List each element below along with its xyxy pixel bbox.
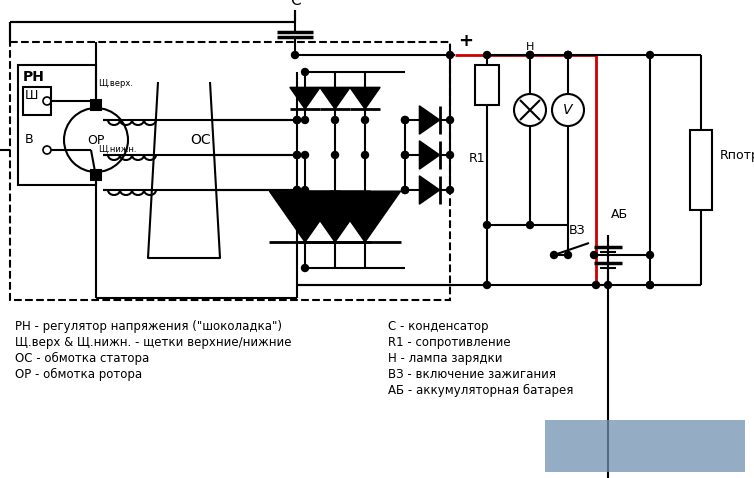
- Circle shape: [446, 117, 453, 123]
- Bar: [91, 170, 101, 180]
- Text: ВЗ: ВЗ: [569, 224, 586, 237]
- Text: Rпотребители: Rпотребители: [720, 149, 754, 162]
- Text: Щ.верх.: Щ.верх.: [98, 79, 133, 88]
- Circle shape: [292, 52, 299, 58]
- Circle shape: [593, 282, 599, 289]
- Circle shape: [293, 152, 301, 159]
- Text: РН - регулятор напряжения ("шоколадка"): РН - регулятор напряжения ("шоколадка"): [15, 320, 282, 333]
- Text: Н: Н: [526, 42, 534, 52]
- Circle shape: [646, 251, 654, 259]
- Bar: [91, 100, 101, 110]
- Polygon shape: [320, 87, 350, 109]
- Text: ОС - обмотка статора: ОС - обмотка статора: [15, 352, 149, 365]
- Text: АБ - аккумуляторная батарея: АБ - аккумуляторная батарея: [388, 384, 573, 397]
- Polygon shape: [299, 191, 371, 242]
- Circle shape: [483, 221, 491, 228]
- Text: V: V: [563, 103, 573, 117]
- Circle shape: [446, 186, 453, 194]
- Circle shape: [361, 117, 369, 123]
- Circle shape: [526, 52, 534, 58]
- Text: С - конденсатор: С - конденсатор: [388, 320, 489, 333]
- Circle shape: [401, 186, 409, 194]
- Bar: [10, 42, 450, 300]
- Bar: [23, 87, 51, 115]
- Circle shape: [293, 117, 301, 123]
- Circle shape: [332, 152, 339, 159]
- Circle shape: [514, 94, 546, 126]
- Circle shape: [483, 282, 491, 289]
- Bar: [545, 420, 745, 472]
- Circle shape: [446, 52, 453, 58]
- Text: R1: R1: [469, 152, 486, 164]
- Text: R1 - сопротивление: R1 - сопротивление: [388, 336, 510, 349]
- Polygon shape: [419, 106, 440, 134]
- Circle shape: [302, 68, 308, 76]
- Text: Ш: Ш: [25, 89, 38, 102]
- Circle shape: [550, 251, 557, 259]
- Circle shape: [526, 52, 534, 58]
- Polygon shape: [350, 87, 380, 109]
- Circle shape: [526, 221, 534, 228]
- Circle shape: [293, 117, 301, 123]
- Circle shape: [401, 152, 409, 159]
- Circle shape: [401, 117, 409, 123]
- Circle shape: [565, 251, 572, 259]
- Bar: [475, 65, 499, 105]
- Circle shape: [401, 186, 409, 194]
- Polygon shape: [290, 87, 320, 109]
- Circle shape: [446, 152, 453, 159]
- Text: В: В: [25, 133, 34, 146]
- Circle shape: [332, 117, 339, 123]
- Circle shape: [565, 52, 572, 58]
- Text: Н - лампа зарядки: Н - лампа зарядки: [388, 352, 502, 365]
- Circle shape: [293, 186, 301, 194]
- Text: ВЗ - включение зажигания: ВЗ - включение зажигания: [388, 368, 556, 381]
- Polygon shape: [419, 141, 440, 169]
- Circle shape: [302, 186, 308, 194]
- Circle shape: [646, 282, 654, 289]
- Circle shape: [64, 108, 128, 172]
- Circle shape: [646, 52, 654, 58]
- Text: Щ.нижн.: Щ.нижн.: [98, 145, 136, 154]
- Circle shape: [605, 282, 611, 289]
- Circle shape: [552, 94, 584, 126]
- Circle shape: [565, 52, 572, 58]
- Circle shape: [565, 52, 572, 58]
- Circle shape: [302, 264, 308, 272]
- Circle shape: [293, 186, 301, 194]
- Circle shape: [401, 117, 409, 123]
- Circle shape: [361, 152, 369, 159]
- Polygon shape: [419, 176, 440, 204]
- Polygon shape: [269, 191, 341, 242]
- Text: Щ.верх & Щ.нижн. - щетки верхние/нижние: Щ.верх & Щ.нижн. - щетки верхние/нижние: [15, 336, 292, 349]
- Bar: [690, 130, 712, 210]
- Circle shape: [302, 117, 308, 123]
- Text: ОР: ОР: [87, 133, 105, 146]
- Circle shape: [302, 152, 308, 159]
- Bar: [18, 65, 96, 185]
- Polygon shape: [329, 191, 400, 242]
- Circle shape: [401, 152, 409, 159]
- Circle shape: [483, 52, 491, 58]
- Text: РН: РН: [23, 70, 45, 84]
- Text: ОС: ОС: [190, 133, 210, 147]
- Circle shape: [590, 251, 597, 259]
- Circle shape: [93, 174, 100, 181]
- Text: ОР - обмотка ротора: ОР - обмотка ротора: [15, 368, 142, 381]
- Circle shape: [646, 282, 654, 289]
- Text: C: C: [290, 0, 300, 8]
- Circle shape: [293, 152, 301, 159]
- Text: +: +: [458, 32, 473, 50]
- Text: АБ: АБ: [611, 208, 628, 221]
